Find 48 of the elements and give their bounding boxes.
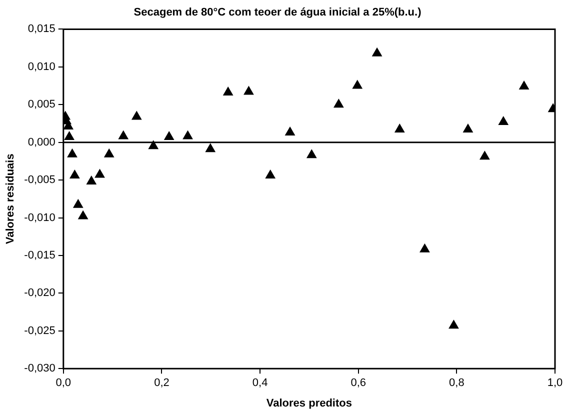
y-tick-label: -0,005 [24, 174, 56, 186]
point [206, 144, 216, 152]
y-tick-label: 0,015 [28, 23, 56, 36]
point [73, 199, 83, 208]
y-tick-label: -0,030 [24, 362, 56, 375]
point [64, 132, 74, 140]
point [306, 150, 316, 158]
point [182, 130, 193, 140]
point [352, 80, 362, 89]
x-tick-label: 0,8 [449, 377, 464, 390]
x-tick-label: 0,2 [154, 377, 170, 390]
chart-title: Secagem de 80°C com teoer de água inicial a 25%(b.u.) [134, 6, 422, 19]
point [67, 148, 78, 158]
point [148, 140, 158, 150]
point [448, 320, 459, 329]
y-axis-title: Valores residuais [4, 154, 17, 244]
x-tick-label: 0,4 [252, 377, 268, 390]
point [164, 132, 174, 140]
point [223, 87, 233, 96]
point [420, 244, 430, 252]
y-tick-label: 0,005 [28, 98, 56, 111]
point [244, 86, 254, 95]
point [104, 148, 114, 158]
y-tick-label: -0,015 [24, 250, 56, 262]
point [78, 210, 88, 220]
point [519, 81, 529, 90]
point [266, 170, 276, 179]
point [86, 176, 96, 185]
point [285, 127, 295, 136]
y-tick-label: 0,000 [28, 136, 56, 148]
point [118, 130, 128, 140]
point [94, 169, 105, 178]
y-tick-label: 0,010 [28, 60, 56, 73]
point [463, 124, 473, 133]
x-tick-label: 0,6 [350, 377, 366, 390]
point [498, 116, 508, 125]
point [70, 170, 80, 179]
point [372, 48, 382, 56]
point [394, 124, 404, 133]
point [334, 99, 344, 108]
x-tick-label: 1,0 [547, 377, 563, 390]
x-axis-title: Valores preditos [266, 397, 352, 410]
y-tick-label: -0,020 [24, 287, 56, 300]
x-tick-label: 0,0 [56, 377, 72, 390]
y-tick-label: -0,025 [24, 324, 56, 337]
point [480, 151, 490, 160]
y-tick-label: -0,010 [24, 212, 56, 224]
point [132, 111, 142, 120]
